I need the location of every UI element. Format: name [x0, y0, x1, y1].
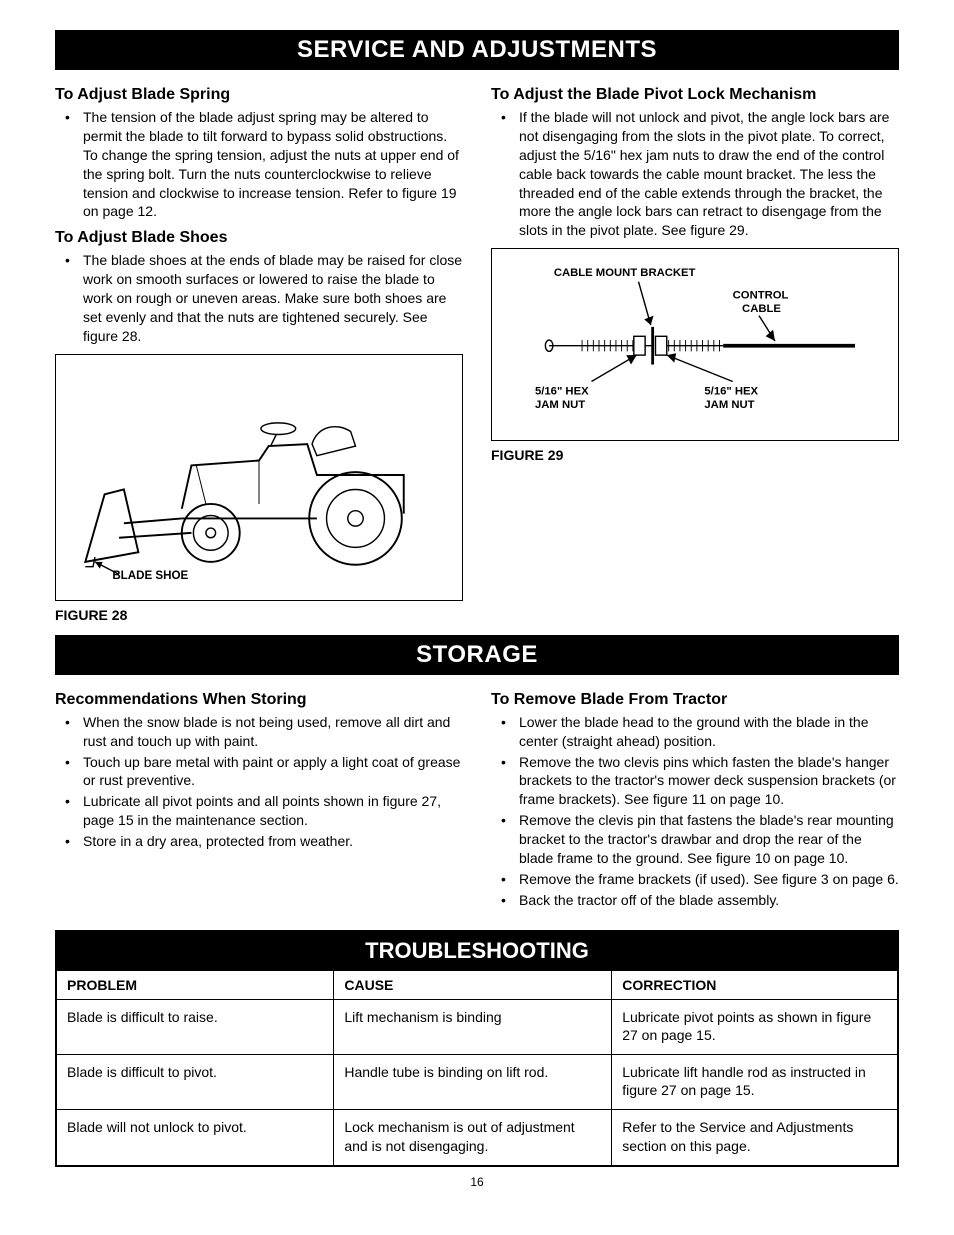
label-cable-mount: CABLE MOUNT BRACKET: [554, 267, 696, 279]
bullet-blade-shoes: The blade shoes at the ends of blade may…: [55, 251, 463, 345]
heading-remove-blade: To Remove Blade From Tractor: [491, 691, 899, 709]
bullet-storage-2: Touch up bare metal with paint or apply …: [55, 753, 463, 791]
cell-cause-2: Handle tube is binding on lift rod.: [334, 1055, 612, 1110]
bullet-remove-1: Lower the blade head to the ground with …: [491, 713, 899, 751]
service-right-col: To Adjust the Blade Pivot Lock Mechanism…: [491, 84, 899, 635]
figure-28-caption: FIGURE 28: [55, 607, 463, 623]
figure-29-caption: FIGURE 29: [491, 447, 899, 463]
cell-correction-3: Refer to the Service and Adjustments sec…: [612, 1110, 898, 1166]
troubleshooting-table: TROUBLESHOOTING PROBLEM CAUSE CORRECTION…: [55, 930, 899, 1167]
cell-problem-2: Blade is difficult to pivot.: [56, 1055, 334, 1110]
label-blade-shoe: BLADE SHOE: [112, 570, 188, 582]
section-title-troubleshooting: TROUBLESHOOTING: [56, 931, 898, 971]
bullet-storage-4: Store in a dry area, protected from weat…: [55, 832, 463, 851]
label-nut-left1: 5/16" HEX: [535, 386, 589, 398]
cell-cause-3: Lock mechanism is out of adjustment and …: [334, 1110, 612, 1166]
heading-pivot-lock: To Adjust the Blade Pivot Lock Mechanism: [491, 86, 899, 104]
storage-right-col: To Remove Blade From Tractor Lower the b…: [491, 689, 899, 918]
cell-correction-1: Lubricate pivot points as shown in figur…: [612, 999, 898, 1054]
cell-problem-1: Blade is difficult to raise.: [56, 999, 334, 1054]
heading-blade-spring: To Adjust Blade Spring: [55, 86, 463, 104]
tractor-diagram: BLADE SHOE: [66, 365, 452, 585]
section-title-storage: STORAGE: [55, 635, 899, 675]
storage-left-col: Recommendations When Storing When the sn…: [55, 689, 463, 918]
th-cause: CAUSE: [334, 970, 612, 999]
bullet-pivot-lock: If the blade will not unlock and pivot, …: [491, 108, 899, 240]
cell-correction-2: Lubricate lift handle rod as instructed …: [612, 1055, 898, 1110]
heading-recommendations: Recommendations When Storing: [55, 691, 463, 709]
bullet-remove-4: Remove the frame brackets (if used). See…: [491, 870, 899, 889]
bullet-remove-5: Back the tractor off of the blade assemb…: [491, 891, 899, 910]
label-nut-left2: JAM NUT: [535, 399, 585, 411]
label-nut-right2: JAM NUT: [704, 399, 754, 411]
page-number: 16: [55, 1175, 899, 1189]
bullet-blade-spring: The tension of the blade adjust spring m…: [55, 108, 463, 221]
label-control2: CABLE: [742, 303, 781, 315]
bullet-storage-3: Lubricate all pivot points and all point…: [55, 792, 463, 830]
label-control1: CONTROL: [733, 290, 789, 302]
th-problem: PROBLEM: [56, 970, 334, 999]
bullet-storage-1: When the snow blade is not being used, r…: [55, 713, 463, 751]
label-nut-right1: 5/16" HEX: [704, 386, 758, 398]
storage-columns: Recommendations When Storing When the sn…: [55, 689, 899, 918]
figure-28-box: BLADE SHOE: [55, 354, 463, 601]
th-correction: CORRECTION: [612, 970, 898, 999]
cell-cause-1: Lift mechanism is binding: [334, 999, 612, 1054]
service-left-col: To Adjust Blade Spring The tension of th…: [55, 84, 463, 635]
cable-diagram: CABLE MOUNT BRACKET CONTROL CABLE: [506, 261, 884, 421]
bullet-remove-3: Remove the clevis pin that fastens the b…: [491, 811, 899, 868]
bullet-remove-2: Remove the two clevis pins which fasten …: [491, 753, 899, 810]
figure-29-box: CABLE MOUNT BRACKET CONTROL CABLE: [491, 248, 899, 441]
section-title-service: SERVICE AND ADJUSTMENTS: [55, 30, 899, 70]
heading-blade-shoes: To Adjust Blade Shoes: [55, 229, 463, 247]
cell-problem-3: Blade will not unlock to pivot.: [56, 1110, 334, 1166]
service-columns: To Adjust Blade Spring The tension of th…: [55, 84, 899, 635]
